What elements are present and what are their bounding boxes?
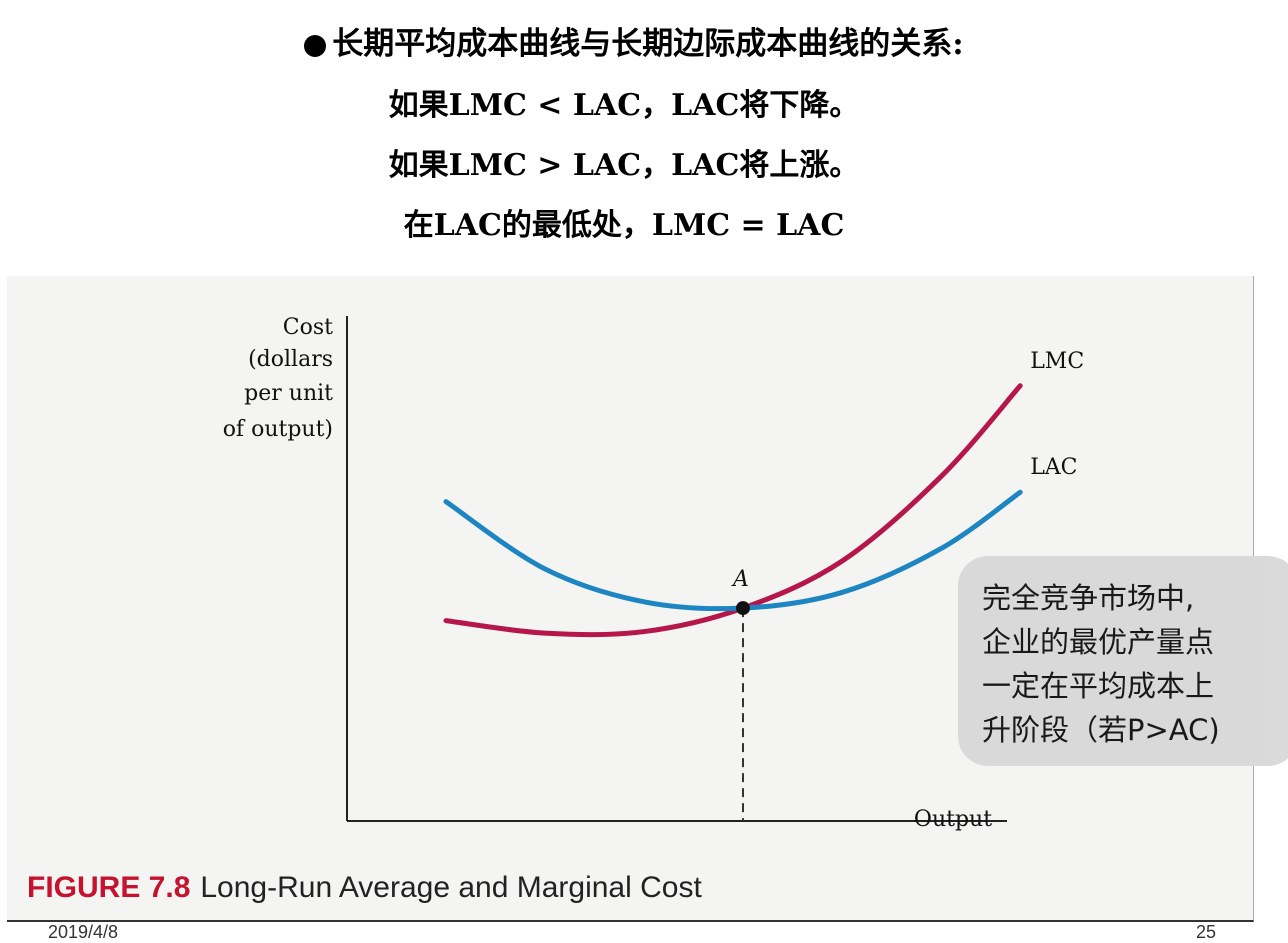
x-axis-label: Output [914, 807, 992, 832]
callout-line: 完全竞争市场中, [982, 576, 1220, 620]
rule-line-3: 在LAC的最低处，LMC = LAC [0, 200, 1268, 244]
lmc-curve [446, 386, 1020, 635]
figure-title: Long-Run Average and Marginal Cost [200, 871, 701, 904]
y-axis-label-line: (dollars [248, 347, 333, 372]
bullet-icon [304, 35, 326, 57]
callout-box: 完全竞争市场中, 企业的最优产量点 一定在平均成本上 升阶段（若P>AC) [958, 556, 1288, 766]
point-a-marker [736, 601, 750, 615]
callout-line: 升阶段（若P>AC) [982, 708, 1220, 752]
figure-number: FIGURE 7.8 [27, 871, 190, 904]
callout-text: 完全竞争市场中, 企业的最优产量点 一定在平均成本上 升阶段（若P>AC) [982, 576, 1220, 752]
point-a-label: A [731, 567, 749, 592]
y-axis-label-line: Cost [283, 315, 333, 340]
lmc-label: LMC [1030, 349, 1084, 374]
callout-line: 企业的最优产量点 [982, 620, 1220, 664]
figure-caption: FIGURE 7.8 Long-Run Average and Marginal … [27, 871, 702, 905]
slide-title: 长期平均成本曲线与长期边际成本曲线的关系: [0, 18, 1278, 63]
y-axis-label-line: of output) [223, 417, 333, 442]
footer-date: 2019/4/8 [48, 922, 118, 943]
rule-line-2: 如果LMC > LAC，LAC将上涨。 [0, 140, 1268, 184]
lac-label: LAC [1030, 455, 1077, 480]
callout-line: 一定在平均成本上 [982, 664, 1220, 708]
page-number: 25 [1196, 922, 1216, 943]
y-axis-label-line: per unit [244, 381, 333, 406]
rule-line-1: 如果LMC < LAC，LAC将下降。 [0, 80, 1268, 124]
